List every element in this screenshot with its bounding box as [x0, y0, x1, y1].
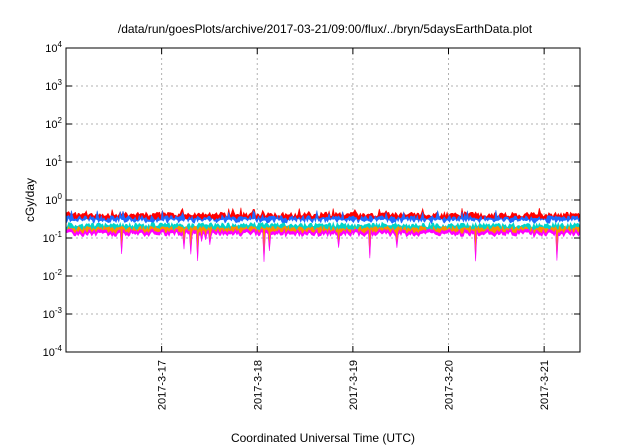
series-band-5 — [65, 228, 581, 262]
grid — [66, 47, 580, 353]
x-tick-label: 2017-3-21 — [539, 360, 551, 410]
y-tick-label: 10-2 — [43, 268, 63, 283]
y-tick-label: 101 — [45, 154, 62, 169]
x-axis: 2017-3-17 2017-3-18 2017-3-19 2017-3-20 2017… — [157, 48, 551, 410]
chart-title: /data/run/goesPlots/archive/2017-03-21/0… — [118, 22, 533, 36]
y-axis: 10-4 10-3 10-2 10-1 100 101 102 103 104 — [43, 40, 580, 359]
y-tick-label: 102 — [45, 116, 62, 131]
x-axis-label: Coordinated Universal Time (UTC) — [231, 431, 415, 445]
x-tick-label: 2017-3-18 — [252, 360, 264, 410]
y-axis-label: cGy/day — [23, 178, 37, 222]
y-tick-label: 100 — [45, 192, 62, 207]
y-tick-label: 10-4 — [43, 344, 63, 359]
x-tick-label: 2017-3-19 — [348, 360, 360, 410]
y-tick-label: 103 — [45, 78, 62, 93]
x-tick-label: 2017-3-20 — [444, 360, 456, 410]
y-tick-label: 10-1 — [43, 230, 63, 245]
y-tick-label: 104 — [45, 40, 62, 55]
x-tick-label: 2017-3-17 — [157, 360, 169, 410]
y-tick-label: 10-3 — [43, 306, 63, 321]
series-group — [65, 207, 581, 262]
